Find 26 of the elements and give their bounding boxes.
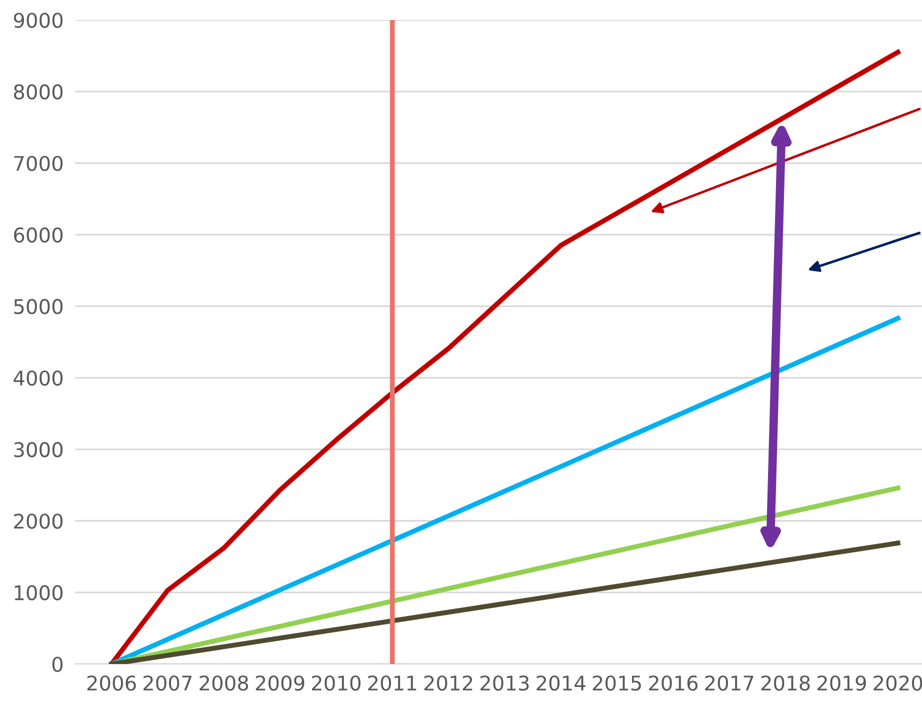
x-tick-label: 2017: [705, 675, 754, 691]
y-tick-label: 7000: [14, 156, 63, 172]
y-tick-label: 6000: [14, 227, 63, 243]
x-tick-label: 2009: [256, 675, 304, 691]
x-tick-label: 2014: [536, 675, 586, 691]
y-tick-label: 9000: [14, 12, 63, 28]
line-series: [109, 50, 900, 664]
x-tick-label: 2011: [368, 675, 416, 691]
x-tick-label: 2019: [818, 675, 866, 691]
y-tick-label: 4000: [14, 370, 63, 386]
y-tick-label: 1000: [14, 585, 63, 600]
y-tick-label: 3000: [14, 442, 63, 458]
x-tick-label: 2018: [761, 675, 810, 691]
y-tick-label: 2000: [14, 514, 63, 529]
x-tick-label: 2013: [480, 675, 529, 691]
x-tick-label: 2016: [649, 675, 698, 691]
x-tick-label: 2020: [874, 675, 922, 691]
x-tick-label: 2012: [424, 675, 472, 691]
x-tick-label: 2006: [87, 675, 136, 691]
x-tick-label: 2008: [200, 675, 248, 691]
x-tick-label: 2010: [312, 675, 360, 691]
y-tick-label: 5000: [14, 298, 63, 314]
x-tick-label: 2015: [592, 675, 641, 691]
y-tick-label: 8000: [14, 84, 63, 100]
x-tick-label: 2007: [144, 675, 192, 691]
y-tick-label: 0: [52, 656, 63, 672]
